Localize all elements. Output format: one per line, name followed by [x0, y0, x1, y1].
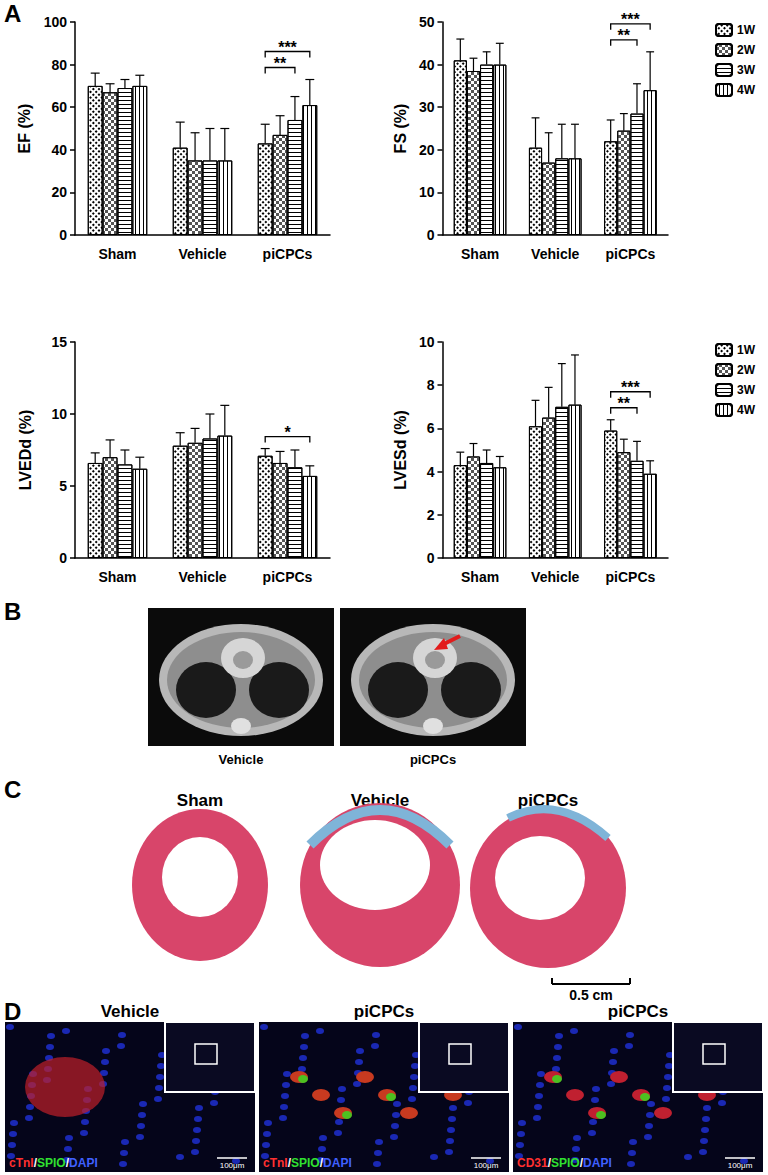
svg-text:cTnI/SPIO/DAPI: cTnI/SPIO/DAPI [263, 1156, 352, 1170]
svg-text:piCPCs: piCPCs [263, 246, 313, 262]
svg-text:10: 10 [419, 184, 435, 200]
svg-text:piCPCs: piCPCs [263, 569, 313, 585]
svg-text:LVESd (%): LVESd (%) [392, 410, 409, 490]
svg-text:0: 0 [59, 227, 67, 243]
svg-text:CD31/SPIO/DAPI: CD31/SPIO/DAPI [517, 1156, 612, 1170]
svg-text:10: 10 [419, 334, 435, 350]
svg-text:20: 20 [51, 184, 67, 200]
svg-text:Sham: Sham [98, 569, 136, 585]
svg-text:2W: 2W [737, 43, 756, 57]
svg-text:10: 10 [51, 406, 67, 422]
svg-text:20: 20 [419, 142, 435, 158]
svg-text:0: 0 [59, 550, 67, 566]
svg-text:Vehicle: Vehicle [531, 246, 579, 262]
svg-text:Vehicle: Vehicle [531, 569, 579, 585]
svg-text:Sham: Sham [461, 246, 499, 262]
svg-text:1W: 1W [737, 343, 756, 357]
svg-text:2: 2 [427, 507, 435, 523]
svg-text:Sham: Sham [98, 246, 136, 262]
svg-text:40: 40 [51, 142, 67, 158]
svg-text:Vehicle: Vehicle [219, 752, 264, 767]
svg-text:cTnI/SPIO/DAPI: cTnI/SPIO/DAPI [9, 1156, 98, 1170]
svg-text:3W: 3W [737, 63, 756, 77]
html-text:D: D [4, 998, 22, 1025]
svg-text:***: *** [621, 11, 640, 28]
svg-text:8: 8 [427, 377, 435, 393]
svg-text:100μm: 100μm [474, 1161, 499, 1170]
svg-text:100: 100 [44, 14, 68, 30]
svg-text:0.5 cm: 0.5 cm [569, 987, 613, 1003]
svg-text:60: 60 [51, 99, 67, 115]
html-text:C: C [4, 776, 22, 803]
svg-text:Sham: Sham [461, 569, 499, 585]
svg-text:Vehicle: Vehicle [351, 791, 410, 810]
svg-text:80: 80 [51, 57, 67, 73]
svg-text:15: 15 [51, 334, 67, 350]
svg-text:4W: 4W [737, 403, 756, 417]
svg-text:***: *** [621, 379, 640, 396]
svg-text:piCPCs: piCPCs [518, 791, 578, 810]
html-text:A: A [4, 0, 22, 27]
svg-text:***: *** [278, 39, 297, 56]
svg-text:Sham: Sham [177, 791, 223, 810]
svg-text:FS (%): FS (%) [392, 104, 409, 154]
svg-text:piCPCs: piCPCs [606, 569, 656, 585]
svg-text:**: ** [618, 395, 631, 412]
svg-text:LVEDd (%): LVEDd (%) [17, 410, 34, 491]
svg-text:Vehicle: Vehicle [178, 569, 226, 585]
html-text:B: B [4, 598, 22, 625]
svg-text:*: * [284, 424, 291, 441]
svg-text:5: 5 [59, 478, 67, 494]
svg-text:30: 30 [419, 99, 435, 115]
svg-text:piCPCs: piCPCs [354, 1002, 414, 1021]
svg-text:0: 0 [427, 227, 435, 243]
svg-text:3W: 3W [737, 383, 756, 397]
svg-text:0: 0 [427, 550, 435, 566]
svg-text:1W: 1W [737, 23, 756, 37]
svg-text:2W: 2W [737, 363, 756, 377]
svg-text:EF (%): EF (%) [16, 104, 33, 154]
svg-text:6: 6 [427, 420, 435, 436]
svg-text:100μm: 100μm [728, 1161, 753, 1170]
svg-text:piCPCs: piCPCs [608, 1002, 668, 1021]
svg-text:4: 4 [427, 464, 435, 480]
svg-text:Vehicle: Vehicle [101, 1002, 160, 1021]
svg-text:100μm: 100μm [220, 1161, 245, 1170]
svg-text:piCPCs: piCPCs [606, 246, 656, 262]
svg-text:50: 50 [419, 14, 435, 30]
svg-text:piCPCs: piCPCs [410, 752, 456, 767]
svg-text:Vehicle: Vehicle [178, 246, 226, 262]
svg-text:**: ** [274, 55, 287, 72]
svg-text:**: ** [618, 27, 631, 44]
svg-text:4W: 4W [737, 83, 756, 97]
svg-text:40: 40 [419, 57, 435, 73]
